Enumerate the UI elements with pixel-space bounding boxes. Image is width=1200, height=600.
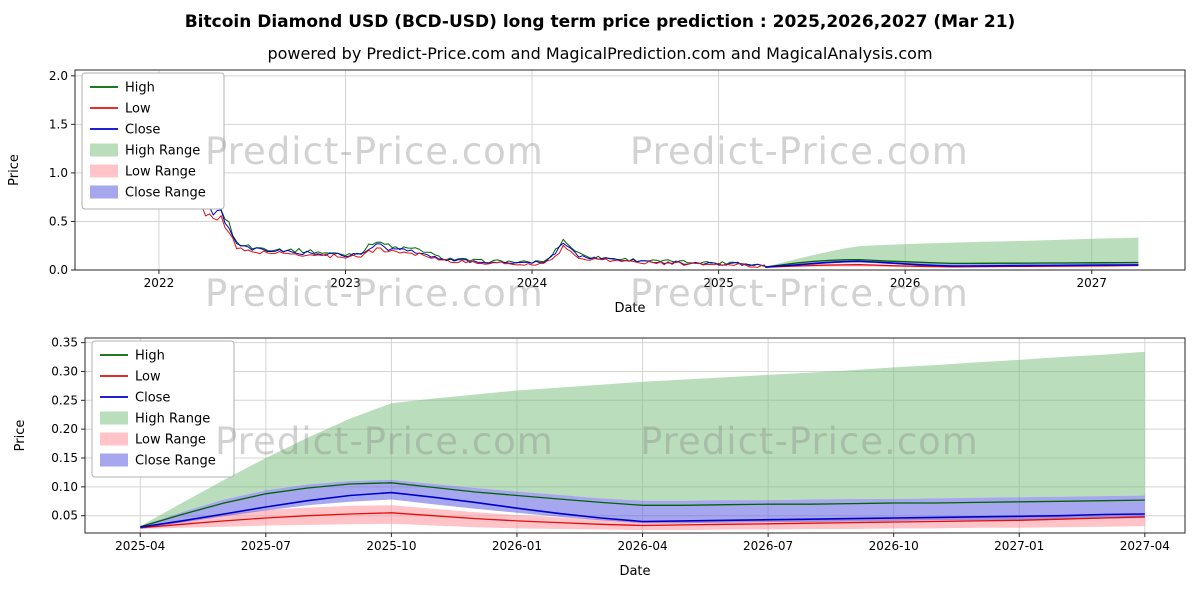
x-tick-label: 2025-07	[241, 539, 291, 553]
plot-area	[75, 70, 1185, 270]
x-tick-label: 2026-01	[492, 539, 542, 553]
x-axis-label: Date	[619, 564, 650, 579]
legend-label: Low Range	[135, 433, 206, 448]
y-tick-label: 2.0	[49, 69, 68, 83]
y-tick-label: 0.05	[51, 509, 78, 523]
x-tick-label: 2026-07	[743, 539, 793, 553]
close-line	[140, 491, 1145, 528]
x-tick-label: 2026-04	[617, 539, 667, 553]
x-tick-label: 2023	[330, 276, 361, 290]
x-axis-label: Date	[614, 301, 645, 316]
y-tick-label: 0.15	[51, 451, 78, 465]
legend-swatch-low_range	[100, 432, 128, 446]
legend-swatch-high_range	[100, 411, 128, 425]
x-tick-label: 2025	[703, 276, 734, 290]
legend-swatch-close_range	[100, 453, 128, 467]
legend-label: High Range	[125, 144, 200, 159]
high-range-band	[140, 351, 1145, 527]
legend-label: Low	[135, 370, 161, 385]
legend-label: High Range	[135, 412, 210, 427]
page-title: Bitcoin Diamond USD (BCD-USD) long term …	[184, 12, 1016, 32]
y-tick-label: 0.30	[51, 364, 78, 378]
high-range-band	[765, 237, 1139, 267]
x-tick-label: 2025-04	[115, 539, 165, 553]
legend-label: Low Range	[125, 165, 196, 180]
price-prediction-chart: 2025-04 2025-07 2025-10 2026-01 2026-04 2026-…	[13, 336, 1186, 579]
y-tick-label: 0.20	[51, 422, 78, 436]
y-tick-label: 0.35	[51, 336, 78, 350]
plot-frame	[84, 337, 1186, 534]
x-tick-label: 2022	[144, 276, 175, 290]
history-close-line	[158, 111, 766, 267]
x-tick-label: 2026-10	[869, 539, 919, 553]
y-tick-label: 1.5	[49, 117, 68, 131]
high-line	[140, 482, 1145, 528]
legend-label: Low	[125, 102, 151, 117]
high-line	[765, 258, 1139, 268]
x-tick-label: 2024	[517, 276, 548, 290]
x-tick-label: 2027-01	[994, 539, 1044, 553]
legend-label: Close Range	[125, 186, 206, 201]
legend-swatch-high_range	[90, 143, 118, 157]
page-subtitle: powered by Predict-Price.com and Magical…	[267, 44, 933, 63]
legend-swatch-low_range	[90, 164, 118, 178]
x-tick-label: 2027	[1076, 276, 1107, 290]
history-low-line	[158, 115, 766, 268]
legend-label: Close	[135, 391, 170, 406]
legend-swatch-close_range	[90, 185, 118, 199]
legend-label: Close Range	[135, 454, 216, 469]
history-high-line	[158, 89, 766, 267]
y-axis-label: Price	[13, 420, 28, 452]
low-range-band	[140, 505, 1145, 531]
x-tick-label: 2027-04	[1120, 539, 1170, 553]
y-tick-label: 0.0	[49, 263, 68, 277]
plot-frame	[74, 69, 1186, 271]
y-tick-label: 0.5	[49, 214, 68, 228]
x-tick-label: 2026	[890, 276, 921, 290]
y-tick-label: 1.0	[49, 166, 68, 180]
low-line	[140, 512, 1145, 529]
close-line	[765, 260, 1139, 268]
y-tick-label: 0.25	[51, 393, 78, 407]
legend-label: Close	[125, 123, 160, 138]
price-history-chart: 2022 2023 2024 2025 2026 2027 0.0 0.5 1.0 1.5 2.0 D…	[7, 69, 1186, 316]
x-tick-label: 2025-10	[366, 539, 416, 553]
y-tick-label: 0.10	[51, 480, 78, 494]
legend-label: High	[125, 81, 155, 96]
y-axis-label: Price	[7, 154, 22, 186]
legend-label: High	[135, 349, 165, 364]
